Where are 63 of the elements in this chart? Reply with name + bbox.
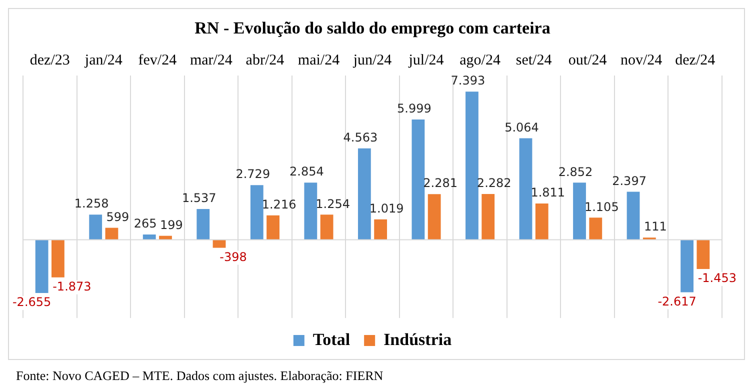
data-label: 1.811 — [530, 186, 566, 200]
data-label: 2.729 — [236, 167, 270, 182]
data-label: 599 — [106, 210, 130, 224]
chart-title: RN - Evolução do saldo do emprego com carteira — [194, 18, 551, 38]
x-tick-label: nov/24 — [620, 52, 663, 68]
data-label: 5.999 — [397, 102, 432, 116]
bar — [105, 228, 118, 240]
x-tick-label: dez/24 — [675, 52, 716, 68]
data-label: 4.563 — [343, 130, 378, 144]
data-label: 1.258 — [74, 196, 109, 211]
x-tick-label: mai/24 — [298, 52, 340, 68]
data-label: 2.397 — [612, 174, 646, 188]
bar — [320, 214, 334, 240]
x-tick-label: mar/24 — [190, 52, 233, 68]
data-label: -2.655 — [12, 295, 52, 310]
data-label: 7.393 — [450, 74, 486, 88]
bar — [196, 208, 210, 240]
bar — [482, 194, 495, 240]
bar — [89, 214, 102, 240]
data-label: -398 — [220, 250, 247, 264]
bar — [696, 240, 710, 269]
bar — [266, 215, 280, 240]
data-label: 199 — [160, 218, 183, 232]
bar — [626, 192, 640, 240]
bar — [250, 185, 264, 240]
data-label: 1.216 — [262, 198, 296, 212]
x-tick-label: jan/24 — [84, 52, 123, 68]
bar — [304, 182, 318, 240]
bar — [52, 240, 64, 278]
legend-label: Indústria — [384, 330, 452, 349]
bar — [589, 218, 602, 240]
bar — [535, 203, 548, 240]
data-label: 2.852 — [558, 164, 593, 179]
x-tick-label: ago/24 — [460, 52, 501, 68]
data-label: 265 — [134, 216, 157, 231]
bar — [374, 219, 388, 240]
bar — [35, 240, 48, 294]
bar — [466, 92, 478, 240]
x-tick-label: out/24 — [568, 52, 608, 68]
data-label: -2.617 — [658, 294, 696, 308]
x-tick-label: abr/24 — [246, 52, 285, 68]
data-label: 5.064 — [504, 120, 539, 134]
bar — [142, 234, 156, 240]
data-label: -1.453 — [698, 271, 737, 286]
bar — [519, 138, 532, 240]
data-label: 111 — [644, 220, 667, 234]
bar — [212, 240, 226, 248]
bar — [412, 120, 425, 240]
data-label: -1.873 — [52, 279, 92, 294]
x-tick-label: jul/24 — [408, 52, 444, 68]
source-note: Fonte: Novo CAGED – MTE. Dados com ajustes. Elaboração: FIERN — [16, 368, 384, 384]
bar — [573, 182, 586, 240]
data-label: 1.254 — [316, 196, 350, 211]
x-tick-label: fev/24 — [138, 52, 178, 68]
data-label: 2.854 — [289, 164, 324, 179]
legend-label: Total — [312, 330, 350, 349]
bar — [358, 148, 371, 240]
x-tick-label: dez/23 — [30, 52, 70, 68]
data-label: 1.537 — [182, 191, 216, 206]
bar — [680, 240, 694, 292]
x-tick-label: set/24 — [516, 52, 552, 68]
x-tick-label: jun/24 — [352, 52, 392, 68]
bar — [428, 194, 441, 240]
